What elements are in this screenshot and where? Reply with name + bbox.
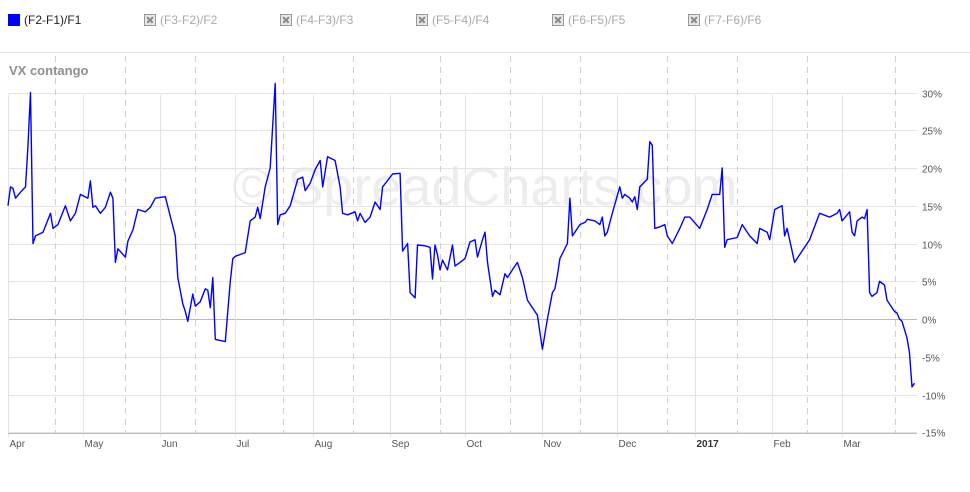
x-tick-label: Dec	[619, 439, 637, 450]
legend-disabled-icon	[280, 14, 292, 26]
x-tick-label: Sep	[392, 439, 410, 450]
chart-legend: (F2-F1)/F1 (F3-F2)/F2 (F4-F3)/F3 (F5-F4)…	[6, 13, 966, 33]
legend-item-f6-f5[interactable]: (F6-F5)/F5	[552, 13, 625, 27]
legend-item-f2-f1[interactable]: (F2-F1)/F1	[8, 13, 81, 27]
y-tick-label: 25%	[922, 127, 942, 138]
legend-label: (F6-F5)/F5	[568, 13, 626, 27]
axis-layer: 30% 25% 20% 15% 10% 5% 0% -5% -10% -15% Apr May Jun J…	[8, 90, 945, 450]
grid-layer	[8, 56, 917, 437]
y-tick-label: -15%	[922, 429, 945, 440]
legend-disabled-icon	[688, 14, 700, 26]
legend-disabled-icon	[552, 14, 564, 26]
y-tick-label: -5%	[922, 354, 940, 365]
y-tick-label: 10%	[922, 241, 942, 252]
x-tick-label: Aug	[315, 439, 333, 450]
y-tick-label: 20%	[922, 165, 942, 176]
series-layer	[7, 82, 916, 388]
x-tick-label: 2017	[697, 439, 720, 450]
legend-label: (F4-F3)/F3	[296, 13, 354, 27]
legend-label: (F7-F6)/F6	[704, 13, 762, 27]
x-tick-label: Jun	[162, 439, 178, 450]
x-tick-label: Feb	[774, 439, 792, 450]
chart-title: VX contango	[9, 63, 89, 78]
legend-item-f4-f3[interactable]: (F4-F3)/F3	[280, 13, 353, 27]
legend-label: (F3-F2)/F2	[160, 13, 218, 27]
y-tick-label: 15%	[922, 203, 942, 214]
legend-label: (F2-F1)/F1	[24, 13, 82, 27]
x-tick-label: Mar	[844, 439, 862, 450]
x-tick-label: Apr	[10, 439, 26, 450]
legend-disabled-icon	[144, 14, 156, 26]
legend-item-f5-f4[interactable]: (F5-F4)/F4	[416, 13, 489, 27]
legend-item-f7-f6[interactable]: (F7-F6)/F6	[688, 13, 761, 27]
series-line-f2-f1	[7, 82, 916, 388]
legend-label: (F5-F4)/F4	[432, 13, 490, 27]
x-tick-label: Oct	[467, 439, 483, 450]
x-tick-label: Jul	[237, 439, 250, 450]
y-tick-label: -10%	[922, 392, 945, 403]
legend-swatch-active-icon	[8, 14, 20, 26]
y-tick-label: 30%	[922, 90, 942, 101]
y-tick-label: 0%	[922, 316, 937, 327]
legend-item-f3-f2[interactable]: (F3-F2)/F2	[144, 13, 217, 27]
legend-disabled-icon	[416, 14, 428, 26]
x-tick-label: May	[85, 439, 104, 450]
x-tick-label: Nov	[544, 439, 562, 450]
y-tick-label: 5%	[922, 278, 937, 289]
